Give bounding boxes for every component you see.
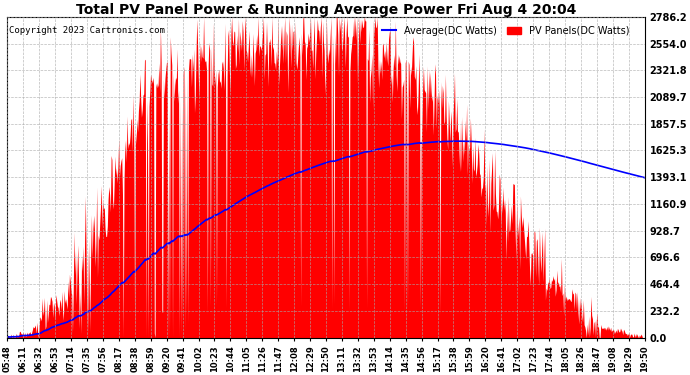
Text: Copyright 2023 Cartronics.com: Copyright 2023 Cartronics.com — [8, 26, 164, 35]
Title: Total PV Panel Power & Running Average Power Fri Aug 4 20:04: Total PV Panel Power & Running Average P… — [76, 3, 576, 17]
Legend: Average(DC Watts), PV Panels(DC Watts): Average(DC Watts), PV Panels(DC Watts) — [378, 22, 633, 39]
